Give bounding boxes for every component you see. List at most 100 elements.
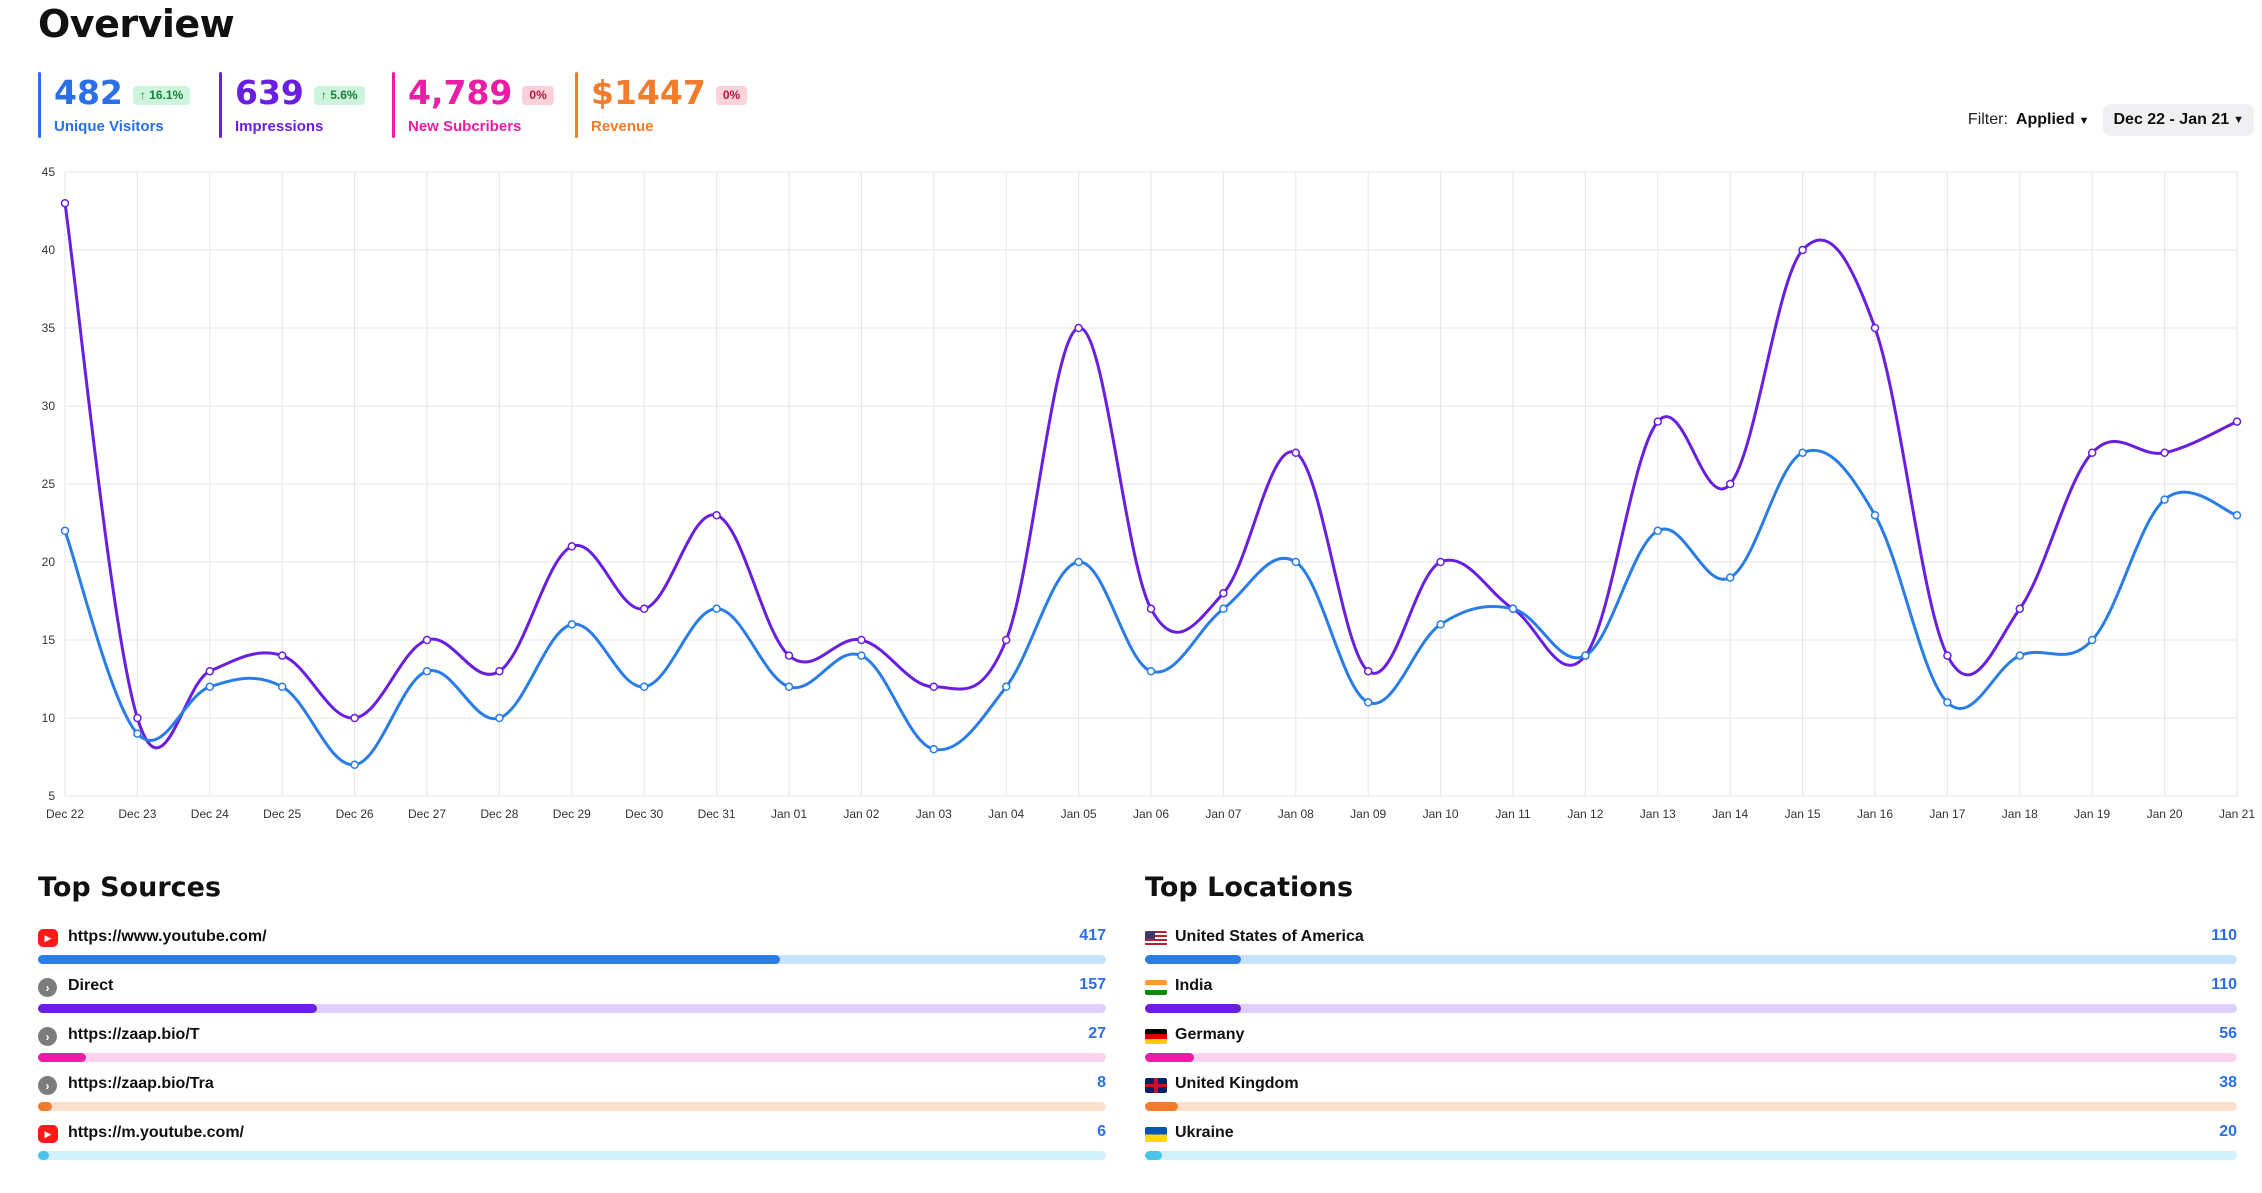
progress-fill (1145, 1151, 1163, 1160)
list-item[interactable]: ▶ https://www.youtube.com/417 (38, 925, 1106, 974)
progress-fill (1145, 1004, 1242, 1013)
progress-fill (38, 955, 781, 964)
progress-fill (38, 1102, 53, 1111)
stat-new-subscribers[interactable]: 4,789 0% New Subcribers (392, 72, 560, 140)
x-tick-label: Jan 08 (1278, 807, 1314, 821)
y-tick-label: 5 (48, 789, 55, 803)
youtube-icon: ▶ (38, 1125, 58, 1143)
data-point (712, 510, 721, 520)
data-point (1146, 604, 1156, 614)
data-point (1581, 651, 1590, 660)
data-point (1943, 698, 1952, 707)
data-point (422, 635, 432, 645)
data-point (1870, 323, 1880, 333)
progress-track (1145, 1004, 2237, 1013)
item-count: 6 (1097, 1123, 1106, 1140)
item-name: https://www.youtube.com/ (68, 928, 267, 945)
line-chart: 5 10 15 20 25 30 35 40 45 Dec 22 Dec 23 Dec 24 Dec 2… (42, 165, 2256, 821)
data-point (277, 651, 287, 660)
top-locations-title: Top Locations (1145, 872, 1354, 903)
data-point (1291, 448, 1301, 458)
item-name: United States of America (1175, 928, 1364, 945)
data-point (712, 604, 721, 614)
filter-value: Applied (2015, 111, 2075, 128)
ukraine-flag-icon (1145, 1127, 1167, 1142)
filter-dropdown[interactable]: Applied ▼ (2016, 111, 2090, 129)
data-point (133, 713, 142, 723)
list-item[interactable]: › Direct 157 (38, 974, 1106, 1023)
stat-label: Unique Visitors (54, 118, 164, 135)
y-tick-label: 40 (42, 243, 56, 257)
stat-impressions[interactable]: 639 ↑ 5.6% Impressions (219, 72, 378, 140)
data-point (1870, 510, 1880, 520)
stat-revenue[interactable]: $1447 0% Revenue (575, 72, 748, 140)
direct-icon: › (38, 978, 57, 997)
stat-value: 639 (235, 73, 304, 112)
data-point (2087, 635, 2097, 645)
x-tick-label: Dec 27 (408, 807, 446, 821)
item-count: 56 (2219, 1025, 2237, 1042)
data-point (60, 526, 70, 536)
data-point (1436, 557, 1445, 567)
stat-value: 4,789 (408, 73, 513, 112)
data-point (1074, 323, 1083, 333)
list-item[interactable]: India 110 (1145, 974, 2237, 1023)
stat-label: Impressions (235, 118, 324, 135)
top-locations-list: United States of America 110 India 110 Germa… (1145, 925, 2237, 1170)
x-tick-label: Dec 22 (46, 807, 84, 821)
data-point (1219, 588, 1228, 598)
data-point (350, 713, 359, 723)
list-item[interactable]: Germany 56 (1145, 1023, 2237, 1072)
progress-fill (38, 1151, 49, 1160)
stats-row: 482 ↑ 16.1% Unique Visitors 639 ↑ 5.6% I… (38, 72, 748, 140)
link-icon: › (38, 1076, 57, 1095)
data-point (205, 682, 215, 692)
x-tick-label: Jan 03 (916, 807, 952, 821)
item-name: United Kingdom (1175, 1075, 1299, 1092)
y-tick-label: 30 (42, 399, 56, 413)
progress-track (1145, 1151, 2237, 1160)
list-item[interactable]: United States of America 110 (1145, 925, 2237, 974)
data-point (1725, 573, 1735, 582)
data-point (1001, 682, 1011, 692)
data-point (639, 682, 649, 692)
x-tick-label: Jan 06 (1133, 807, 1169, 821)
x-tick-label: Dec 25 (263, 807, 301, 821)
stat-unique-visitors[interactable]: 482 ↑ 16.1% Unique Visitors (38, 72, 204, 140)
data-point (1653, 526, 1663, 536)
list-item[interactable]: Ukraine 20 (1145, 1121, 2237, 1170)
x-tick-label: Jan 01 (771, 807, 807, 821)
trend-badge: ↑ 16.1% (132, 85, 191, 105)
progress-fill (38, 1004, 318, 1013)
list-item[interactable]: › https://zaap.bio/T 27 (38, 1023, 1106, 1072)
data-point (1436, 620, 1445, 629)
trend-badge: ↑ 5.6% (313, 85, 365, 105)
y-tick-label: 35 (42, 321, 56, 335)
item-count: 8 (1097, 1074, 1106, 1091)
x-tick-label: Jan 17 (1929, 807, 1965, 821)
x-tick-label: Jan 02 (843, 807, 879, 821)
list-item[interactable]: United Kingdom 38 (1145, 1072, 2237, 1121)
data-point (857, 651, 866, 660)
progress-track (38, 1004, 1106, 1013)
page-title: Overview (38, 2, 235, 46)
progress-fill (1145, 1053, 1194, 1062)
item-name: https://zaap.bio/Tra (68, 1075, 214, 1092)
item-name: Direct (68, 977, 114, 994)
list-item[interactable]: ▶ https://m.youtube.com/6 (38, 1121, 1106, 1170)
x-tick-label: Jan 19 (2074, 807, 2110, 821)
data-point (784, 651, 794, 660)
data-point (1074, 557, 1083, 567)
data-point (639, 604, 649, 614)
x-tick-label: Dec 29 (553, 807, 591, 821)
list-item[interactable]: › https://zaap.bio/Tra 8 (38, 1072, 1106, 1121)
data-point (1653, 417, 1663, 426)
uk-flag-icon (1145, 1078, 1167, 1093)
x-tick-label: Jan 11 (1495, 807, 1530, 821)
x-tick-label: Jan 07 (1205, 807, 1241, 821)
date-range-picker[interactable]: Dec 22 - Jan 21 ▼ (2103, 104, 2254, 136)
data-point (857, 635, 866, 645)
x-tick-label: Dec 31 (698, 807, 736, 821)
y-tick-label: 45 (42, 165, 56, 179)
us-flag-icon (1145, 931, 1167, 946)
